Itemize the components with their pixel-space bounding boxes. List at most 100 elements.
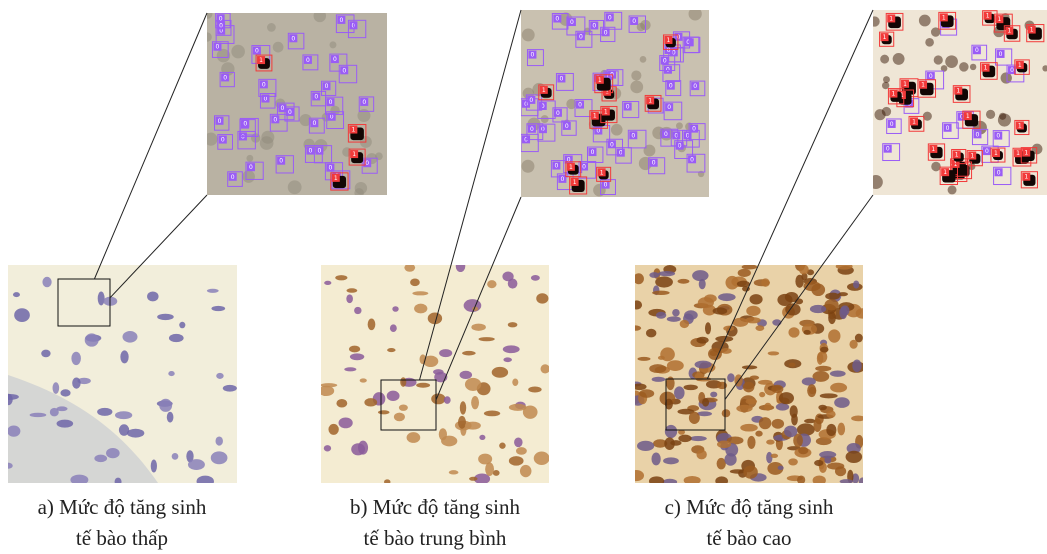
detection-label: 0	[312, 120, 316, 127]
detection-label: 0	[592, 22, 596, 29]
cell	[802, 377, 816, 385]
cell	[684, 310, 698, 320]
caption: c) Mức độ tăng sinh	[665, 495, 834, 519]
zoom-cell	[288, 180, 302, 194]
connector	[94, 13, 207, 279]
cell	[106, 448, 120, 458]
cell	[672, 309, 680, 316]
cell	[651, 453, 660, 466]
zoom-cell	[948, 185, 957, 194]
cell	[492, 367, 508, 378]
detection-label: 1	[966, 113, 970, 120]
cell	[115, 411, 132, 419]
detection-label: 1	[1018, 122, 1022, 129]
detection-label: 1	[984, 65, 988, 72]
cell	[223, 385, 237, 392]
cell	[746, 306, 760, 316]
cell	[788, 458, 798, 465]
detection-label: 0	[929, 73, 933, 80]
detection-label: 0	[255, 48, 259, 55]
detection-label: 0	[273, 116, 277, 123]
cell	[766, 440, 774, 445]
cell	[678, 279, 690, 284]
cell	[50, 408, 59, 417]
zoom-cell	[925, 38, 934, 47]
detection-label: 0	[631, 132, 635, 139]
detection-label: 1	[573, 179, 577, 186]
cell	[755, 325, 764, 331]
cell	[72, 377, 80, 388]
detection-label: 1	[986, 13, 990, 20]
cell	[98, 291, 105, 305]
detection-label: 1	[942, 14, 946, 21]
detection-label: 0	[262, 81, 266, 88]
detection-label: 1	[1024, 174, 1028, 181]
cell	[797, 475, 805, 484]
detection-label: 0	[531, 52, 535, 59]
cell	[717, 382, 727, 389]
cell	[328, 424, 338, 435]
zoom-cell	[630, 80, 643, 93]
cell	[750, 294, 763, 304]
cell	[684, 385, 698, 390]
zoom-cell	[893, 53, 905, 65]
micrograph	[2, 265, 237, 487]
detection-label: 1	[569, 164, 573, 171]
cell	[416, 383, 430, 388]
cell	[368, 319, 376, 331]
cell	[441, 436, 457, 447]
cell	[852, 360, 861, 373]
detection-label: 0	[309, 148, 313, 155]
cell	[755, 431, 762, 437]
detection-label: 1	[542, 87, 546, 94]
cell	[197, 476, 214, 488]
cell	[798, 447, 808, 455]
detection-label: 0	[663, 58, 667, 65]
detection-label: 0	[1010, 67, 1014, 74]
detection-label: 1	[892, 91, 896, 98]
detection-label: 0	[219, 15, 223, 22]
cell	[840, 479, 853, 484]
cell	[392, 306, 398, 312]
zoom-cell	[231, 45, 245, 59]
cell	[122, 331, 137, 343]
cell	[151, 460, 157, 473]
cell	[465, 378, 481, 391]
cell	[807, 384, 816, 397]
detection-label: 1	[593, 113, 597, 120]
detection-label: 0	[314, 93, 318, 100]
detection-label: 1	[334, 175, 338, 182]
cell	[742, 264, 757, 269]
cell	[826, 410, 835, 418]
detection-label: 0	[325, 83, 329, 90]
cell	[664, 437, 675, 450]
cell	[172, 453, 179, 460]
cell	[444, 396, 451, 404]
cell	[692, 270, 708, 281]
detection-label: 1	[351, 127, 355, 134]
zoom-cell	[883, 76, 890, 83]
cell	[724, 453, 736, 466]
detection-label: 0	[608, 14, 612, 21]
cell	[663, 457, 679, 464]
detection-label: 1	[604, 108, 608, 115]
cell	[696, 337, 708, 344]
detection-label: 1	[1016, 150, 1020, 157]
detection-label: 0	[604, 29, 608, 36]
figure: 0000000000000000000000000000000000001111…	[0, 0, 1047, 554]
zoom-cell	[874, 109, 885, 120]
cell	[825, 293, 840, 300]
detection-label: 0	[652, 160, 656, 167]
cell	[502, 272, 513, 282]
cell	[826, 424, 836, 436]
cell	[344, 367, 356, 371]
detection-label: 1	[648, 97, 652, 104]
caption: tế bào cao	[706, 526, 791, 550]
detection-label: 0	[999, 51, 1003, 58]
micrograph	[628, 260, 869, 487]
cell	[663, 479, 678, 486]
cell	[667, 316, 681, 322]
detection-label: 0	[996, 133, 1000, 140]
detection-label: 1	[931, 146, 935, 153]
cell	[439, 349, 452, 357]
